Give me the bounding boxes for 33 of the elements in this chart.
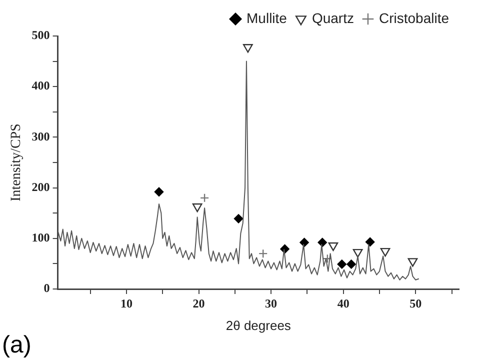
point: [154, 187, 164, 196]
x-tick-label: 20: [192, 296, 205, 310]
point: [192, 203, 202, 212]
x-tick-label: 40: [337, 296, 350, 310]
y-tick-label: 200: [32, 180, 50, 194]
x-tick-label: 50: [410, 296, 422, 310]
point: [408, 258, 418, 267]
y-tick-label: 0: [44, 281, 50, 296]
point: [300, 238, 309, 248]
x-tick-label: 10: [120, 296, 132, 310]
point: [200, 193, 210, 203]
y-tick-label: 400: [32, 78, 50, 93]
y-axis-title: Intensity/CPS: [9, 124, 24, 202]
point: [346, 260, 356, 269]
y-tick-label: 100: [32, 230, 50, 244]
legend-label: Quartz: [312, 10, 354, 26]
point: [328, 242, 338, 252]
x-axis-title: 2θ degrees: [226, 318, 292, 333]
x-tick-label: 30: [265, 296, 278, 310]
point: [322, 254, 332, 264]
legend-label: Mullite: [246, 10, 288, 26]
point: [258, 248, 268, 258]
text: (a): [2, 332, 32, 359]
legend-label: Cristobalite: [378, 10, 450, 26]
point: [234, 214, 244, 224]
point: [318, 238, 327, 248]
point: [380, 248, 390, 257]
y-tick-label: 300: [32, 129, 50, 144]
y-tick-label: 500: [32, 28, 50, 42]
point: [337, 260, 346, 269]
point: [365, 237, 375, 247]
point: [242, 44, 253, 53]
point: [352, 248, 363, 258]
